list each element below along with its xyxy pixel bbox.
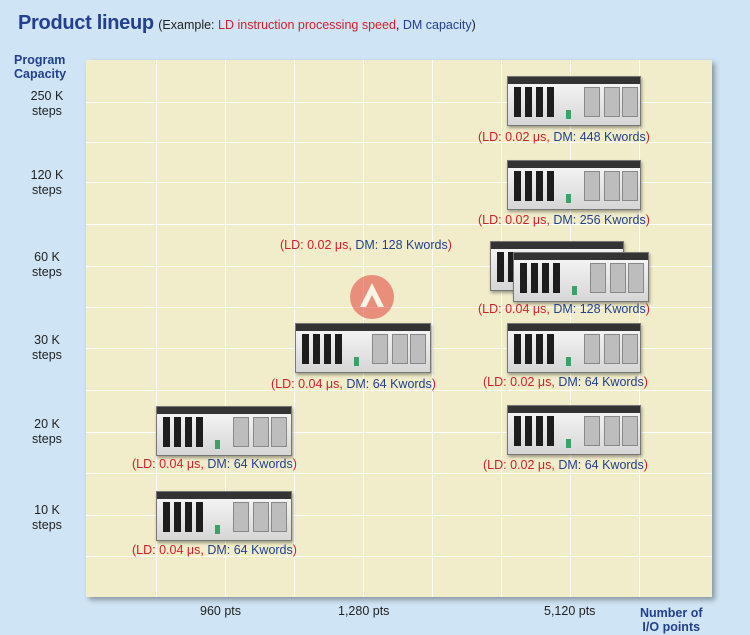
- grid-hline: [86, 390, 712, 391]
- subtitle-dm-label: DM capacity: [402, 18, 472, 32]
- subtitle-ld-label: LD instruction processing speed: [218, 18, 396, 32]
- y-level-unit: steps: [32, 104, 62, 118]
- caption-ld: LD: 0.04 μs: [136, 543, 201, 557]
- grid-hline: [86, 182, 712, 183]
- caption-ld: LD: 0.04 μs: [136, 457, 201, 471]
- y-axis-level-60k: 60 K steps: [18, 250, 76, 280]
- product-caption: (LD: 0.02 μs, DM: 448 Kwords): [478, 130, 650, 144]
- grid-hline: [86, 224, 712, 225]
- product-caption: (LD: 0.04 μs, DM: 64 Kwords): [132, 457, 297, 471]
- y-axis-title-line2: Capacity: [14, 67, 67, 81]
- y-axis-title-line1: Program: [14, 53, 66, 67]
- y-level-value: 60 K: [34, 250, 60, 264]
- caption-dm: DM: 64 Kwords: [207, 543, 293, 557]
- plc-unit-image: [507, 323, 641, 373]
- y-level-unit: steps: [32, 265, 62, 279]
- plc-unit-image: [507, 405, 641, 455]
- grid-vline: [156, 60, 157, 597]
- plc-unit-image: [156, 406, 292, 456]
- caption-ld: LD: 0.04 μs: [275, 377, 340, 391]
- caption-dm: DM: 64 Kwords: [558, 375, 644, 389]
- grid-hline: [86, 515, 712, 516]
- caption-dm: DM: 64 Kwords: [346, 377, 432, 391]
- grid-hline: [86, 556, 712, 557]
- plc-unit-image: [513, 252, 649, 302]
- grid-hline: [86, 142, 712, 143]
- subtitle-prefix: (Example:: [158, 18, 219, 32]
- grid-hline: [86, 432, 712, 433]
- caption-ld: LD: 0.04 μs: [482, 302, 547, 316]
- subtitle-suffix: ): [471, 18, 476, 32]
- grid-hline: [86, 266, 712, 267]
- product-caption: (LD: 0.02 μs, DM: 256 Kwords): [478, 213, 650, 227]
- grid-hline: [86, 473, 712, 474]
- x-axis-tick-960: 960 pts: [200, 604, 242, 618]
- y-level-unit: steps: [32, 183, 62, 197]
- y-level-unit: steps: [32, 348, 62, 362]
- plc-unit-image: [507, 76, 641, 126]
- y-level-value: 20 K: [34, 417, 60, 431]
- caption-dm: DM: 256 Kwords: [553, 213, 646, 227]
- page-subtitle: (Example: LD instruction processing spee…: [158, 18, 476, 32]
- caption-ld: LD: 0.02 μs: [487, 458, 552, 472]
- y-axis-level-20k: 20 K steps: [18, 417, 76, 447]
- x-axis-title-line1: Number of: [640, 606, 703, 620]
- plc-unit-image: [507, 160, 641, 210]
- grid-vline: [294, 60, 295, 597]
- x-axis-title-line2: I/O points: [642, 620, 701, 634]
- caption-ld: LD: 0.02 μs: [487, 375, 552, 389]
- x-axis-tick-5120: 5,120 pts: [544, 604, 596, 618]
- caption-dm: DM: 448 Kwords: [553, 130, 646, 144]
- y-level-value: 120 K: [30, 168, 64, 182]
- caption-dm: DM: 64 Kwords: [207, 457, 293, 471]
- header: Product lineup (Example: LD instruction …: [18, 12, 476, 35]
- grid-hline: [86, 102, 712, 103]
- caption-ld: LD: 0.02 μs: [482, 130, 547, 144]
- page-title: Product lineup: [18, 12, 154, 34]
- caption-ld: LD: 0.02 μs: [284, 238, 349, 252]
- subtitle-sep: ,: [395, 18, 403, 32]
- product-caption: (LD: 0.02 μs, DM: 128 Kwords): [280, 238, 452, 252]
- plc-unit-image: [156, 491, 292, 541]
- grid-vline: [501, 60, 502, 597]
- y-level-unit: steps: [32, 518, 62, 532]
- product-caption: (LD: 0.02 μs, DM: 64 Kwords): [483, 375, 648, 389]
- product-caption: (LD: 0.04 μs, DM: 64 Kwords): [271, 377, 436, 391]
- y-axis-title: Program Capacity: [14, 53, 66, 81]
- grid-vline: [225, 60, 226, 597]
- caption-ld: LD: 0.02 μs: [482, 213, 547, 227]
- y-level-value: 30 K: [34, 333, 60, 347]
- y-level-value: 10 K: [34, 503, 60, 517]
- x-axis-title: Number of I/O points: [640, 606, 703, 634]
- y-level-value: 250 K: [30, 89, 64, 103]
- grid-hline: [86, 307, 712, 308]
- product-caption: (LD: 0.02 μs, DM: 64 Kwords): [483, 458, 648, 472]
- y-axis-level-120k: 120 K steps: [18, 168, 76, 198]
- caption-dm: DM: 128 Kwords: [553, 302, 646, 316]
- y-axis-level-250k: 250 K steps: [18, 89, 76, 119]
- watermark-logo-icon: [350, 275, 394, 319]
- y-level-unit: steps: [32, 432, 62, 446]
- caption-dm: DM: 64 Kwords: [558, 458, 644, 472]
- product-caption: (LD: 0.04 μs, DM: 128 Kwords): [478, 302, 650, 316]
- y-axis-level-10k: 10 K steps: [18, 503, 76, 533]
- product-caption: (LD: 0.04 μs, DM: 64 Kwords): [132, 543, 297, 557]
- plc-unit-image: [295, 323, 431, 373]
- caption-dm: DM: 128 Kwords: [355, 238, 448, 252]
- y-axis-level-30k: 30 K steps: [18, 333, 76, 363]
- x-axis-tick-1280: 1,280 pts: [338, 604, 390, 618]
- grid-vline: [432, 60, 433, 597]
